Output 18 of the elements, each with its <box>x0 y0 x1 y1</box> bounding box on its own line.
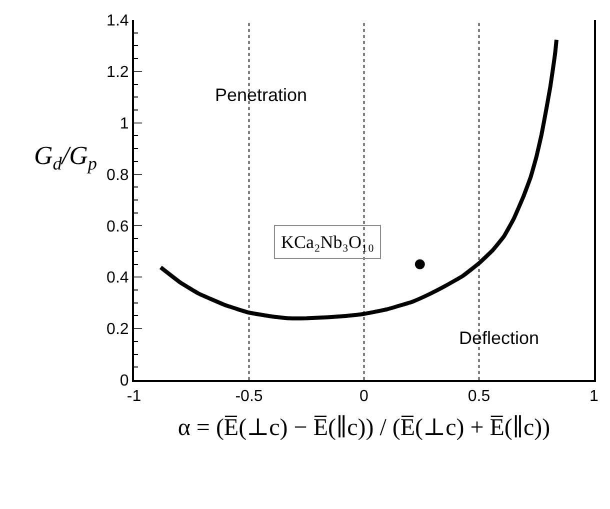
y-tick-label: 0.8 <box>106 166 129 184</box>
x-tick-label: -1 <box>126 388 142 406</box>
y-tick-label: 0.6 <box>106 218 129 236</box>
y-tick-label: 0.4 <box>106 270 129 287</box>
annotation: Penetration <box>215 85 308 105</box>
x-tick-label: 1 <box>590 388 599 406</box>
y-axis-title: G$_{d}$/G$_{p}$ <box>34 141 97 174</box>
y-tick-label: 0 <box>120 372 129 390</box>
y-tick-label: 0.2 <box>106 321 129 338</box>
y-tick-label: 1 <box>120 115 129 132</box>
annotation: Deflection <box>459 328 540 348</box>
x-tick-label: 0 <box>360 388 369 406</box>
y-tick-label: 1.2 <box>106 64 129 82</box>
x-tick-label: -0.5 <box>235 388 263 406</box>
annotation: KCa₂Nb₃O₁₀ <box>281 232 374 252</box>
x-tick-label: 0.5 <box>468 388 490 406</box>
y-tick-label: 1.4 <box>106 12 129 30</box>
x-axis-title: α = (E̅(⊥c) − E̅(∥c)) / (E̅(⊥c) + E̅(∥c)) <box>178 415 550 441</box>
